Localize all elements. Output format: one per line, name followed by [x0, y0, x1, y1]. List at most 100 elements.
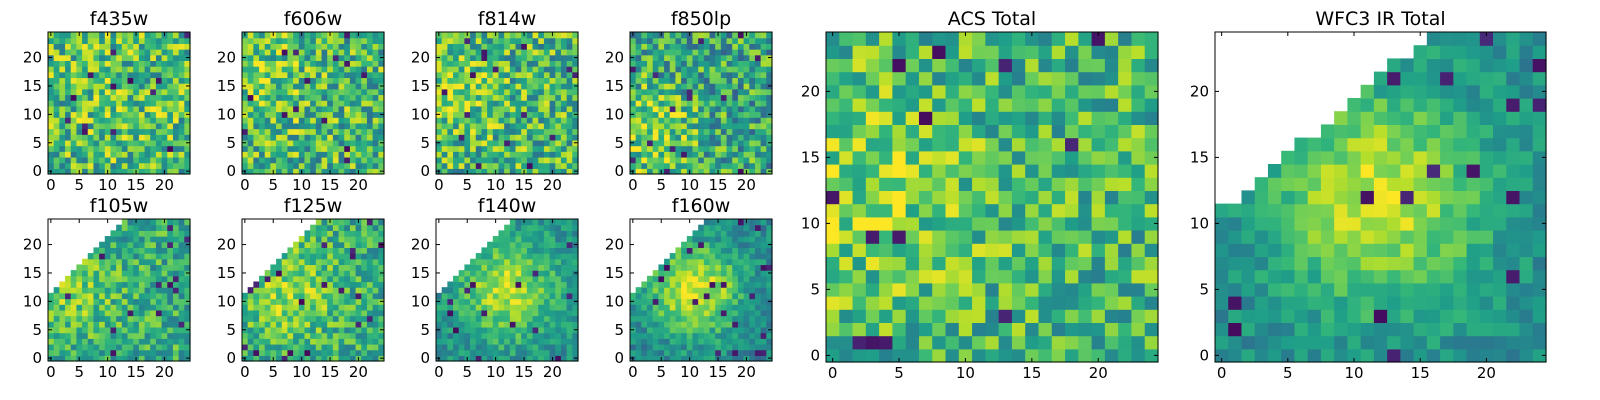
- heatmap-cell: [304, 309, 311, 317]
- heatmap-cell: [521, 111, 528, 118]
- heatmap-cell: [332, 298, 340, 305]
- heatmap-cell: [361, 270, 368, 277]
- heatmap-cell: [766, 105, 773, 113]
- heatmap-cell: [664, 145, 671, 152]
- heatmap-cell: [53, 326, 60, 334]
- heatmap-cell: [726, 292, 733, 300]
- heatmap-cell: [487, 151, 494, 158]
- heatmap-cell: [361, 66, 368, 73]
- heatmap-cell: [87, 122, 95, 130]
- heatmap-cell: [344, 230, 351, 237]
- heatmap-cell: [675, 105, 682, 113]
- heatmap-cell: [167, 66, 174, 73]
- heatmap-cell: [247, 287, 254, 294]
- heatmap-cell: [338, 275, 345, 283]
- heatmap-cell: [138, 168, 146, 175]
- heatmap-cell: [669, 77, 677, 84]
- heatmap-cell: [104, 321, 112, 328]
- heatmap-cell: [749, 258, 756, 266]
- heatmap-cell: [372, 332, 379, 339]
- heatmap-cell: [726, 88, 733, 96]
- heatmap-cell: [715, 71, 722, 79]
- heatmap-cell: [669, 168, 677, 175]
- heatmap-cell: [470, 66, 477, 73]
- heatmap-cell: [150, 247, 157, 254]
- heatmap-cell: [504, 77, 511, 84]
- heatmap-cell: [447, 304, 454, 311]
- heatmap-cell: [737, 258, 745, 266]
- y-tick-label: 0: [226, 349, 236, 367]
- heatmap-cell: [53, 111, 60, 118]
- heatmap-cell: [332, 111, 340, 118]
- heatmap-cell: [647, 43, 654, 50]
- heatmap-cell: [150, 122, 157, 130]
- heatmap-cell: [121, 128, 129, 135]
- heatmap-cell: [82, 275, 89, 283]
- heatmap-cell: [167, 145, 174, 152]
- heatmap-cell: [355, 139, 362, 147]
- heatmap-cell: [93, 60, 100, 67]
- heatmap-cell: [355, 230, 362, 237]
- heatmap-cell: [144, 168, 151, 175]
- heatmap-cell: [664, 156, 671, 164]
- heatmap-cell: [138, 343, 146, 351]
- heatmap-cell: [76, 145, 83, 152]
- heatmap-cell: [560, 224, 568, 231]
- heatmap-cell: [281, 145, 289, 152]
- heatmap-cell: [572, 343, 579, 351]
- heatmap-cell: [760, 37, 767, 44]
- heatmap-cell: [675, 292, 682, 300]
- heatmap-cell: [87, 37, 95, 44]
- heatmap-cell: [304, 156, 311, 164]
- heatmap-cell: [453, 287, 460, 294]
- heatmap-cell: [515, 43, 522, 50]
- panel-title: f105w: [90, 195, 149, 217]
- heatmap-cell: [372, 168, 379, 175]
- heatmap-cell: [304, 49, 311, 56]
- heatmap-cell: [144, 281, 151, 288]
- heatmap-cell: [749, 66, 756, 73]
- heatmap-cell: [664, 111, 671, 118]
- heatmap-cell: [150, 349, 157, 356]
- heatmap-cell: [172, 355, 180, 362]
- heatmap-cell: [276, 77, 283, 84]
- heatmap-cell: [555, 349, 562, 356]
- heatmap-cell: [315, 355, 323, 362]
- heatmap-cell: [378, 49, 385, 56]
- heatmap-cell: [743, 292, 750, 300]
- heatmap-cell: [726, 128, 733, 135]
- heatmap-cell: [487, 287, 494, 294]
- heatmap-cell: [549, 253, 556, 260]
- heatmap-cell: [121, 270, 129, 277]
- heatmap-cell: [87, 156, 95, 164]
- heatmap-cell: [543, 264, 551, 271]
- heatmap-cell: [470, 111, 477, 118]
- heatmap-cell: [110, 43, 117, 50]
- heatmap-cell: [732, 219, 739, 226]
- heatmap-cell: [641, 304, 648, 311]
- heatmap-cell: [766, 343, 773, 351]
- heatmap-cell: [498, 139, 505, 147]
- heatmap-cell: [253, 66, 260, 73]
- heatmap-cell: [652, 83, 659, 90]
- heatmap-cell: [658, 304, 665, 311]
- heatmap-cell: [560, 287, 568, 294]
- heatmap-cell: [521, 298, 528, 305]
- heatmap-cell: [647, 326, 654, 334]
- x-tick-label: 20: [543, 176, 562, 194]
- x-tick-label: 20: [155, 363, 174, 381]
- heatmap-cell: [93, 122, 100, 130]
- heatmap-cell: [487, 292, 494, 300]
- heatmap-cell: [281, 281, 289, 288]
- heatmap-cell: [276, 66, 283, 73]
- heatmap-cell: [59, 111, 66, 118]
- heatmap-cell: [361, 111, 368, 118]
- heatmap-cell: [270, 49, 277, 56]
- heatmap-cell: [93, 128, 100, 135]
- heatmap-cell: [361, 338, 368, 345]
- heatmap-cell: [726, 332, 733, 339]
- heatmap-cell: [304, 287, 311, 294]
- heatmap-cell: [184, 37, 191, 44]
- heatmap-cell: [521, 230, 528, 237]
- heatmap-cell: [732, 349, 739, 356]
